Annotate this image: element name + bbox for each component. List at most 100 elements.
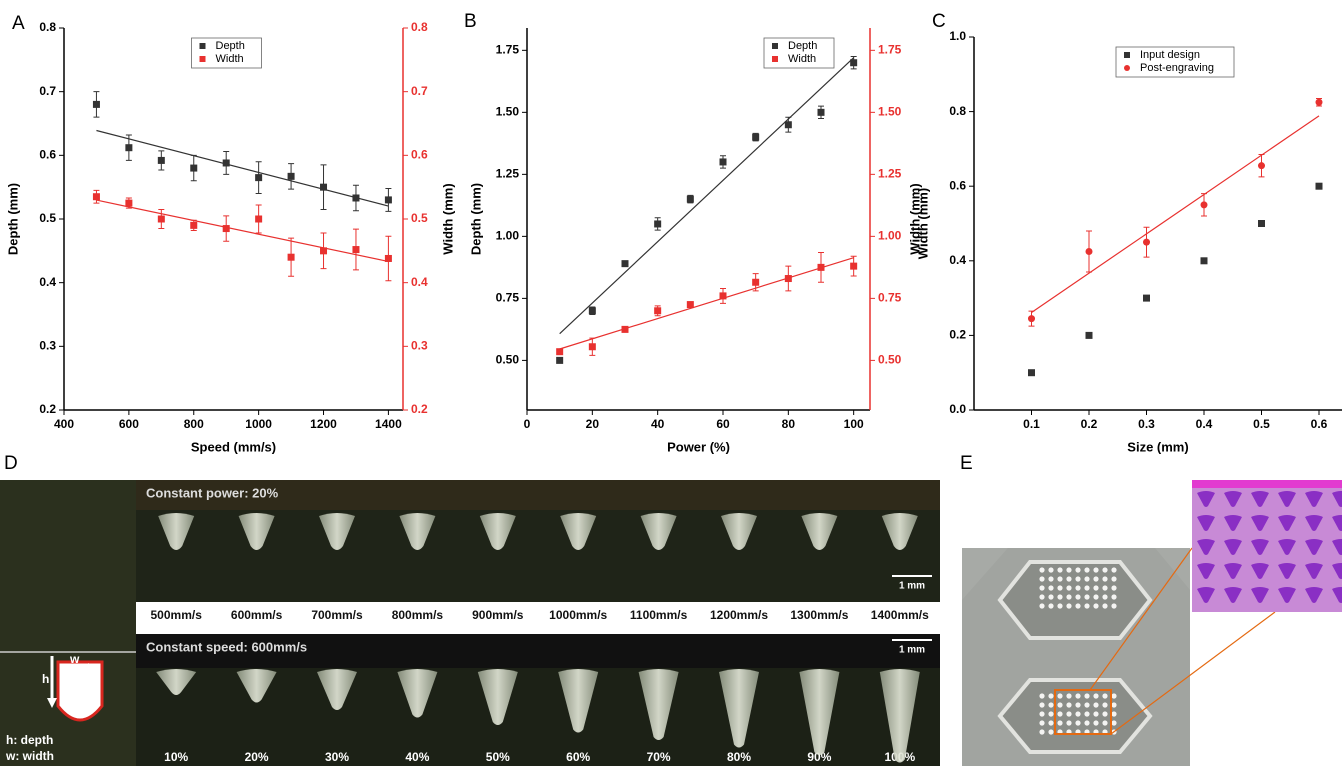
point bbox=[158, 216, 165, 223]
h-label: h bbox=[42, 672, 49, 686]
legend-marker bbox=[772, 56, 778, 62]
legend-marker bbox=[200, 56, 206, 62]
y2-tick-label: 0.75 bbox=[878, 291, 902, 305]
y-tick-label: 1.50 bbox=[496, 105, 520, 119]
point bbox=[1086, 248, 1093, 255]
well bbox=[1084, 711, 1089, 716]
y-tick-label: 0.0 bbox=[949, 402, 966, 416]
point bbox=[720, 292, 727, 299]
well bbox=[1039, 693, 1044, 698]
fit-line bbox=[560, 258, 854, 349]
x-tick-label: 100 bbox=[844, 417, 864, 431]
point bbox=[255, 174, 262, 181]
well bbox=[1039, 603, 1044, 608]
speed-label: 1000mm/s bbox=[549, 608, 607, 622]
well bbox=[1102, 603, 1107, 608]
point bbox=[785, 121, 792, 128]
well bbox=[1093, 693, 1098, 698]
point bbox=[125, 144, 132, 151]
well bbox=[1048, 702, 1053, 707]
well bbox=[1111, 603, 1116, 608]
well bbox=[1057, 567, 1062, 572]
point bbox=[190, 222, 197, 229]
well bbox=[1084, 693, 1089, 698]
power-label: 50% bbox=[486, 750, 510, 764]
x-tick-label: 1400 bbox=[375, 417, 402, 431]
point bbox=[556, 357, 563, 364]
point bbox=[352, 194, 359, 201]
well bbox=[1075, 720, 1080, 725]
well bbox=[1111, 567, 1116, 572]
point bbox=[288, 254, 295, 261]
y-tick-label: 0.2 bbox=[39, 402, 56, 416]
x-tick-label: 0.3 bbox=[1138, 417, 1155, 431]
power-label: 20% bbox=[245, 750, 269, 764]
point bbox=[223, 159, 230, 166]
well bbox=[1075, 603, 1080, 608]
well bbox=[1075, 567, 1080, 572]
speed-label: 800mm/s bbox=[392, 608, 444, 622]
well bbox=[1048, 594, 1053, 599]
point bbox=[589, 343, 596, 350]
well bbox=[1057, 594, 1062, 599]
point bbox=[687, 196, 694, 203]
well bbox=[1102, 711, 1107, 716]
legend-label: Post-engraving bbox=[1140, 62, 1214, 74]
speed-label: 500mm/s bbox=[151, 608, 203, 622]
point bbox=[1143, 239, 1150, 246]
well bbox=[1093, 567, 1098, 572]
well bbox=[1057, 693, 1062, 698]
legend-label: Width bbox=[788, 53, 816, 65]
well bbox=[1057, 711, 1062, 716]
well bbox=[1057, 585, 1062, 590]
well bbox=[1111, 576, 1116, 581]
well bbox=[1102, 567, 1107, 572]
well bbox=[1048, 576, 1053, 581]
speed-label: 1100mm/s bbox=[630, 608, 688, 622]
well bbox=[1111, 585, 1116, 590]
point bbox=[352, 246, 359, 253]
well bbox=[1102, 702, 1107, 707]
y-tick-label: 0.7 bbox=[39, 84, 56, 98]
well bbox=[1111, 720, 1116, 725]
y-tick-label: 0.8 bbox=[949, 104, 966, 118]
point bbox=[385, 196, 392, 203]
well bbox=[1093, 720, 1098, 725]
y-axis-label: Width (mm) bbox=[915, 188, 930, 259]
y-tick-label: 0.2 bbox=[949, 328, 966, 342]
well bbox=[1102, 720, 1107, 725]
well bbox=[1066, 585, 1071, 590]
well bbox=[1102, 585, 1107, 590]
speed-label: 700mm/s bbox=[311, 608, 363, 622]
point bbox=[1143, 295, 1150, 302]
w-label: w bbox=[69, 652, 80, 666]
y2-tick-label: 1.75 bbox=[878, 42, 902, 56]
well bbox=[1102, 576, 1107, 581]
well bbox=[1039, 720, 1044, 725]
point bbox=[1316, 99, 1323, 106]
well bbox=[1075, 702, 1080, 707]
y2-tick-label: 0.3 bbox=[411, 339, 428, 353]
well bbox=[1084, 594, 1089, 599]
well bbox=[1048, 711, 1053, 716]
y2-tick-label: 0.5 bbox=[411, 211, 428, 225]
point bbox=[654, 220, 661, 227]
speed-label: 1300mm/s bbox=[790, 608, 848, 622]
power-label: 40% bbox=[405, 750, 429, 764]
point bbox=[1258, 162, 1265, 169]
panel-label: A bbox=[12, 13, 25, 34]
y2-axis-label: Width (mm) bbox=[440, 183, 455, 254]
point bbox=[654, 307, 661, 314]
x-tick-label: 1000 bbox=[245, 417, 272, 431]
y-tick-label: 1.00 bbox=[496, 229, 520, 243]
well bbox=[1093, 594, 1098, 599]
y2-tick-label: 1.50 bbox=[878, 105, 902, 119]
well bbox=[1075, 711, 1080, 716]
fit-line bbox=[96, 200, 388, 261]
scale-label: 1 mm bbox=[899, 645, 925, 656]
key-width: w: width bbox=[5, 749, 54, 763]
y2-tick-label: 1.25 bbox=[878, 167, 902, 181]
panel-label: E bbox=[960, 453, 973, 474]
well bbox=[1066, 603, 1071, 608]
speed-label: 900mm/s bbox=[472, 608, 524, 622]
